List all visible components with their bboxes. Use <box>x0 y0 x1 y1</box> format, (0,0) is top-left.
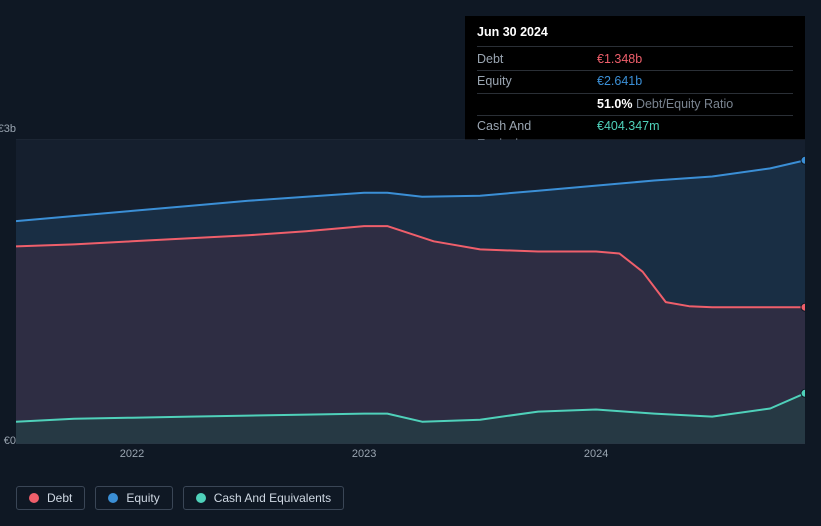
tooltip-row-ratio: 51.0% Debt/Equity Ratio <box>477 94 793 117</box>
x-axis: 2022 2023 2024 <box>16 448 805 468</box>
tooltip-row-debt: Debt €1.348b <box>477 49 793 72</box>
legend-item[interactable]: Debt <box>16 486 85 510</box>
legend-label: Equity <box>126 491 159 505</box>
x-tick: 2024 <box>584 448 608 460</box>
legend-label: Cash And Equivalents <box>214 491 331 505</box>
x-tick: 2022 <box>120 448 144 460</box>
legend-label: Debt <box>47 491 72 505</box>
tooltip-value: €1.348b <box>597 51 793 69</box>
tooltip-value: €2.641b <box>597 73 793 91</box>
tooltip-row-equity: Equity €2.641b <box>477 71 793 94</box>
legend-swatch-icon <box>108 493 118 503</box>
x-tick: 2023 <box>352 448 376 460</box>
y-tick-top: €3b <box>0 123 16 135</box>
ratio-value: 51.0% <box>597 97 632 111</box>
legend-item[interactable]: Equity <box>95 486 172 510</box>
legend-swatch-icon <box>196 493 206 503</box>
tooltip-date: Jun 30 2024 <box>477 24 793 47</box>
tooltip-label: Equity <box>477 73 597 91</box>
ratio-label: Debt/Equity Ratio <box>636 97 733 111</box>
chart-svg <box>16 120 805 444</box>
y-tick-bottom: €0 <box>0 435 16 447</box>
tooltip-label <box>477 96 597 114</box>
tooltip-label: Debt <box>477 51 597 69</box>
tooltip-value: 51.0% Debt/Equity Ratio <box>597 96 793 114</box>
legend-item[interactable]: Cash And Equivalents <box>183 486 344 510</box>
legend-swatch-icon <box>29 493 39 503</box>
legend: Debt Equity Cash And Equivalents <box>16 486 344 510</box>
chart-area[interactable]: €3b €0 <box>16 120 805 444</box>
